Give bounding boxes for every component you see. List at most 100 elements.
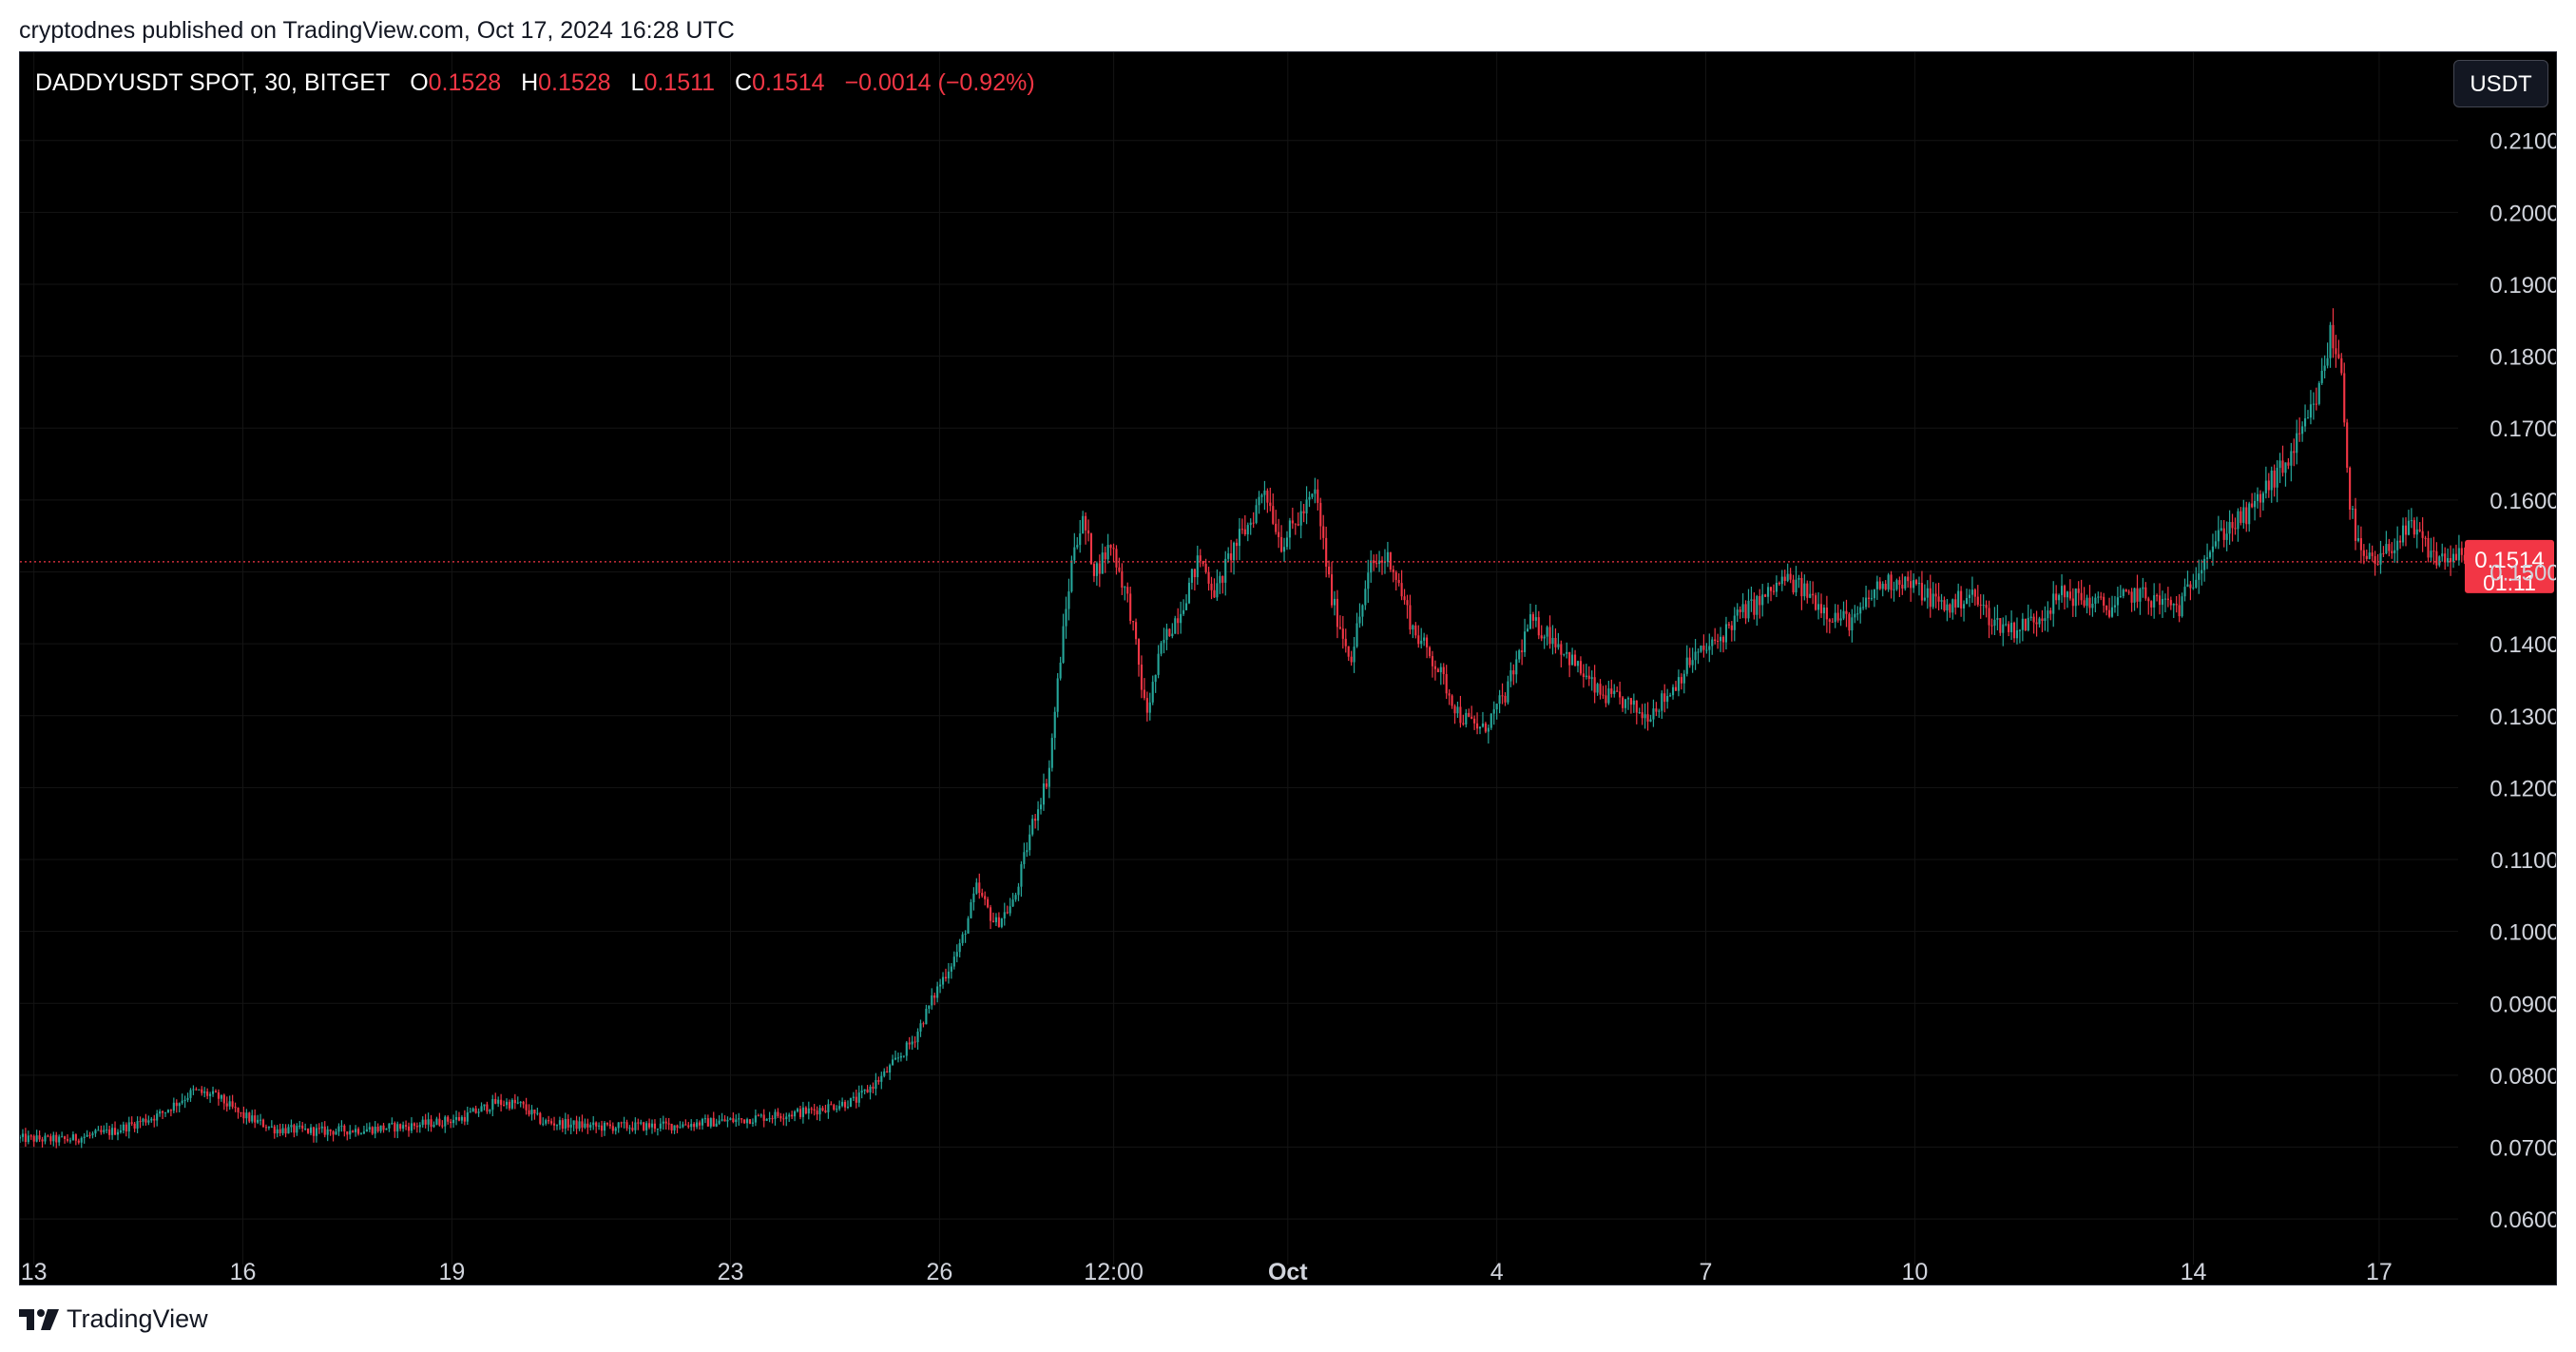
candle-body bbox=[911, 1041, 913, 1045]
candle-body bbox=[931, 995, 933, 1006]
candle-body bbox=[169, 1110, 172, 1111]
candle-body bbox=[1842, 610, 1845, 619]
candle-body bbox=[821, 1108, 824, 1111]
candle-body bbox=[251, 1115, 254, 1122]
candle-body bbox=[1792, 579, 1795, 593]
candle-body bbox=[687, 1125, 690, 1128]
currency-button[interactable]: USDT bbox=[2453, 60, 2548, 107]
candle-body bbox=[816, 1111, 818, 1115]
candle-body bbox=[97, 1130, 100, 1131]
candle-body bbox=[471, 1108, 474, 1112]
candle-body bbox=[1275, 523, 1278, 532]
candle-body bbox=[2156, 595, 2159, 597]
time-tick-label: 14 bbox=[2181, 1259, 2207, 1285]
candle-body bbox=[738, 1118, 740, 1120]
candle-body bbox=[2256, 493, 2259, 501]
price-tick-label: 0.1900 bbox=[2489, 273, 2557, 299]
candle-body bbox=[1769, 587, 1773, 591]
candle-body bbox=[2198, 573, 2201, 580]
candle-body bbox=[505, 1101, 509, 1106]
candle-body bbox=[1000, 918, 1003, 927]
candle-body bbox=[830, 1104, 833, 1106]
candle-body bbox=[1929, 588, 1932, 608]
candle-body bbox=[198, 1089, 201, 1091]
candle-body bbox=[2035, 622, 2038, 625]
candle-body bbox=[1423, 637, 1426, 641]
candle-body bbox=[270, 1126, 273, 1128]
candle-body bbox=[1364, 589, 1367, 606]
candle-body bbox=[209, 1093, 212, 1096]
candle-body bbox=[2208, 551, 2212, 558]
candle-body bbox=[1767, 587, 1770, 597]
candle-body bbox=[2376, 563, 2379, 565]
candle-body bbox=[454, 1116, 458, 1120]
candle-body bbox=[771, 1118, 774, 1120]
candle-body bbox=[1970, 589, 1973, 595]
chart-pane[interactable]: 0.1514 01:11 0.2100 0.2000 0.1900 0.1800 0.17… bbox=[19, 51, 2557, 1285]
candle-body bbox=[2309, 404, 2312, 418]
candle-body bbox=[399, 1124, 402, 1130]
candle-body bbox=[68, 1140, 72, 1142]
candle-body bbox=[122, 1124, 125, 1130]
candle-body bbox=[195, 1089, 198, 1091]
candle-body bbox=[670, 1123, 673, 1130]
candle-body bbox=[1655, 708, 1658, 712]
candle-body bbox=[2296, 433, 2298, 454]
candle-body bbox=[519, 1101, 522, 1103]
symbol-legend[interactable]: DADDYUSDT SPOT, 30, BITGET O0.1528 H0.15… bbox=[35, 69, 1035, 97]
candle-body bbox=[743, 1119, 746, 1124]
price-tick-label: 0.0700 bbox=[2489, 1136, 2557, 1162]
candle-body bbox=[296, 1126, 298, 1133]
candle-body bbox=[542, 1123, 545, 1125]
candle-body bbox=[2424, 537, 2427, 539]
candle-body bbox=[1319, 502, 1322, 527]
candle-body bbox=[257, 1119, 260, 1123]
candle-body bbox=[1949, 604, 1951, 613]
candle-body bbox=[1121, 570, 1124, 589]
candle-body bbox=[662, 1121, 664, 1124]
candle-body bbox=[1445, 674, 1448, 694]
candle-body bbox=[640, 1122, 643, 1124]
candle-body bbox=[768, 1118, 771, 1120]
candle-body bbox=[1297, 524, 1299, 526]
last-price-tag bbox=[2465, 539, 2554, 593]
candle-body bbox=[139, 1121, 142, 1123]
symbol-label[interactable]: DADDYUSDT SPOT, 30, BITGET bbox=[35, 69, 391, 96]
candle-body bbox=[1373, 560, 1375, 564]
candle-body bbox=[2010, 622, 2013, 632]
candle-body bbox=[1682, 673, 1685, 684]
candle-body bbox=[1406, 600, 1409, 606]
candle-body bbox=[2365, 555, 2368, 559]
candle-body bbox=[896, 1057, 900, 1059]
candle-body bbox=[1204, 564, 1207, 572]
candle-body bbox=[1305, 499, 1308, 513]
candle-body bbox=[394, 1123, 396, 1132]
price-tick-label: 0.1800 bbox=[2489, 345, 2557, 371]
candle-body bbox=[1140, 665, 1144, 690]
candle-body bbox=[162, 1111, 164, 1113]
candle-body bbox=[2108, 609, 2111, 617]
candle-body bbox=[1780, 576, 1783, 585]
candle-body bbox=[2133, 588, 2136, 603]
candle-body bbox=[1252, 522, 1255, 524]
candle-body bbox=[561, 1120, 564, 1130]
candle-body bbox=[385, 1128, 388, 1130]
candle-body bbox=[947, 971, 950, 979]
candle-body bbox=[2161, 598, 2164, 606]
candle-body bbox=[183, 1099, 186, 1101]
candle-body bbox=[421, 1119, 424, 1126]
candle-body bbox=[1085, 515, 1087, 531]
candle-body bbox=[1484, 723, 1487, 732]
candle-body bbox=[2346, 422, 2349, 468]
candle-body bbox=[1124, 587, 1126, 589]
candle-body bbox=[1999, 618, 2002, 633]
candle-body bbox=[732, 1118, 735, 1123]
candle-body bbox=[1263, 491, 1266, 495]
candle-body bbox=[2139, 589, 2142, 602]
candle-body bbox=[1129, 593, 1132, 622]
candle-body bbox=[788, 1114, 791, 1117]
candle-body bbox=[355, 1129, 357, 1132]
candle-body bbox=[1353, 647, 1355, 663]
tradingview-logo[interactable]: TradingView bbox=[19, 1304, 208, 1334]
